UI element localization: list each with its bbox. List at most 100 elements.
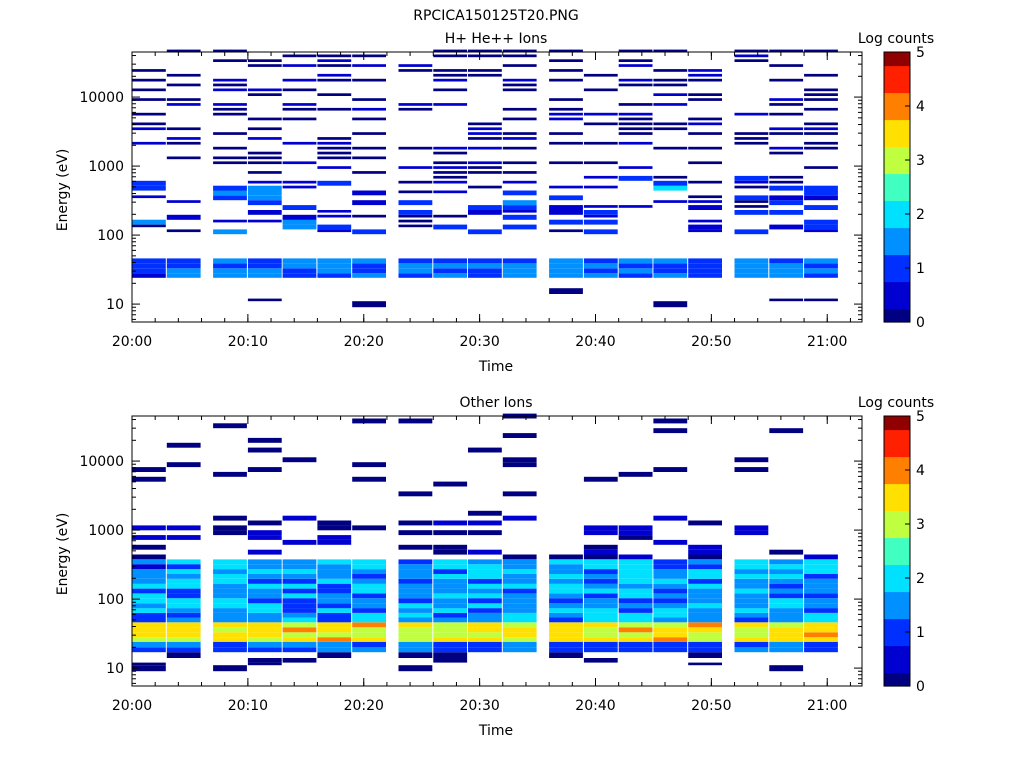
heatmap-cell [132, 78, 166, 82]
heatmap-cell [247, 588, 282, 594]
heatmap-cell [317, 632, 352, 638]
heatmap-cell [618, 535, 653, 540]
heatmap-cell [583, 647, 618, 653]
heatmap-cell [549, 107, 583, 111]
colorbar-segment [884, 623, 910, 629]
heatmap-cell [502, 647, 537, 653]
heatmap-cell [688, 520, 722, 526]
heatmap-cell [804, 578, 838, 584]
heatmap-cell [282, 515, 317, 521]
heatmap-cell [166, 258, 201, 264]
heatmap-cell [433, 598, 468, 604]
heatmap-cell [583, 175, 618, 179]
heatmap-cell [502, 49, 537, 53]
heatmap-cell [618, 103, 653, 106]
colorbar-tick-label: 4 [916, 463, 925, 479]
heatmap-cell [734, 137, 769, 140]
colorbar-segment [884, 182, 910, 188]
heatmap-cell [502, 200, 537, 206]
heatmap-cell [583, 627, 618, 633]
heatmap-cell [769, 273, 804, 278]
colorbar-segment [884, 281, 910, 287]
heatmap-cell [166, 588, 201, 594]
heatmap-cell [317, 569, 352, 574]
heatmap-cell [734, 210, 769, 215]
heatmap-cell [688, 273, 722, 278]
heatmap-cell [433, 175, 468, 179]
heatmap-cell [502, 78, 537, 82]
colorbar-segment [884, 483, 910, 489]
heatmap-cell [132, 525, 166, 531]
colorbar-segment [884, 97, 910, 103]
heatmap-cell [549, 588, 583, 594]
heatmap-cell [549, 559, 583, 565]
heatmap-cell [583, 658, 618, 663]
heatmap-cell [213, 103, 247, 106]
heatmap-cell [317, 559, 352, 565]
heatmap-cell [247, 647, 282, 653]
heatmap-cell [166, 608, 201, 613]
heatmap-cell [247, 64, 282, 67]
heatmap-cell [282, 268, 317, 274]
heatmap-cell [804, 273, 838, 278]
heatmap-cell [132, 98, 166, 101]
heatmap-cell [433, 49, 468, 53]
heatmap-cell [352, 574, 386, 579]
heatmap-cell [468, 588, 502, 594]
heatmap-cell [132, 564, 166, 570]
heatmap-cell [468, 69, 502, 72]
heatmap-cell [132, 268, 166, 274]
heatmap-cell [398, 190, 433, 194]
heatmap-cell [688, 608, 722, 613]
heatmap-cell [618, 641, 653, 648]
heatmap-cell [734, 175, 769, 181]
heatmap-cell [213, 608, 247, 613]
heatmap-cell [247, 195, 282, 201]
heatmap-cell [247, 219, 282, 223]
heatmap-cell [549, 627, 583, 633]
heatmap-cell [433, 78, 468, 82]
heatmap-cell [433, 258, 468, 264]
x-axis-label: Time [478, 359, 513, 375]
heatmap-cell [468, 132, 502, 135]
colorbar-segment [884, 474, 910, 480]
heatmap-cell [213, 195, 247, 201]
heatmap-cell [352, 132, 386, 135]
heatmap-cell [317, 54, 352, 58]
heatmap-cell [769, 98, 804, 101]
heatmap-cell [769, 588, 804, 594]
heatmap-cell [583, 476, 618, 482]
heatmap-cell [468, 559, 502, 565]
heatmap-cell [166, 49, 201, 53]
heatmap-cell [317, 617, 352, 623]
heatmap-cell [653, 175, 688, 179]
heatmap-cell [653, 122, 688, 126]
heatmap-cell [502, 433, 537, 438]
heatmap-cell [433, 559, 468, 565]
heatmap-cell [653, 637, 688, 642]
heatmap-cell [583, 617, 618, 623]
colorbar-tick-label: 2 [916, 571, 925, 587]
heatmap-cell [247, 273, 282, 278]
heatmap-cell [398, 263, 433, 269]
colorbar-segment [884, 416, 910, 422]
heatmap-cell [804, 224, 838, 230]
heatmap-cell [352, 608, 386, 613]
heatmap-cell [583, 205, 618, 208]
heatmap-cell [549, 185, 583, 189]
heatmap-cell [583, 122, 618, 126]
heatmap-cell [398, 107, 433, 111]
colorbar-segment [884, 654, 910, 660]
heatmap-cell [653, 647, 688, 653]
heatmap-cell [653, 69, 688, 72]
colorbar-segment [884, 456, 910, 462]
heatmap-cell [213, 132, 247, 135]
x-tick-label: 20:20 [344, 698, 384, 714]
heatmap-cell [317, 59, 352, 62]
heatmap-cell [247, 658, 282, 663]
heatmap-cell [352, 588, 386, 594]
colorbar-segment [884, 632, 910, 638]
colorbar-tick-label: 0 [916, 679, 925, 695]
heatmap-cell [433, 273, 468, 278]
heatmap-cell [398, 647, 433, 653]
